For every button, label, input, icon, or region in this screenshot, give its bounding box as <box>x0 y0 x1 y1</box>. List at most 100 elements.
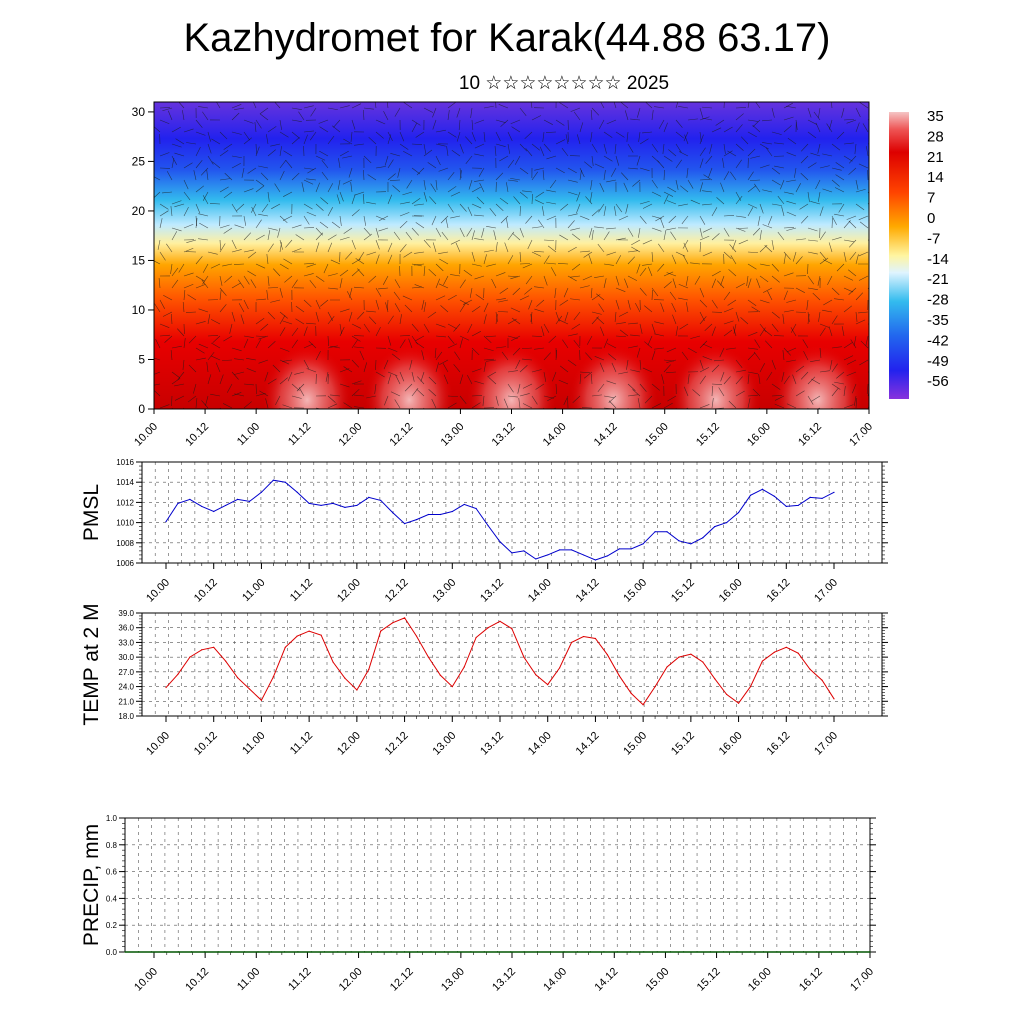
series-line <box>165 617 835 706</box>
wind-vector <box>639 200 650 205</box>
wind-vector <box>397 167 401 178</box>
wind-vector <box>759 275 769 283</box>
wind-vector <box>338 158 341 169</box>
wind-vector <box>327 287 338 290</box>
wind-vector <box>627 143 634 153</box>
wind-vector <box>291 327 299 337</box>
wind-vector <box>687 118 698 121</box>
wind-vector <box>624 278 629 289</box>
wind-vector <box>573 311 581 321</box>
wind-vector <box>681 215 689 225</box>
wind-vector <box>702 117 713 121</box>
wind-vector <box>339 278 343 289</box>
y-tick-label: 1016 <box>116 458 134 467</box>
colorbar-label: -28 <box>927 292 949 309</box>
wind-vector <box>663 281 672 289</box>
data-point <box>392 622 394 624</box>
wind-vector <box>735 124 743 133</box>
wind-vector <box>386 102 389 109</box>
wind-vector <box>447 323 457 330</box>
wind-vector <box>831 217 833 229</box>
wind-vector <box>363 155 372 164</box>
wind-vector <box>351 323 362 329</box>
wind-vector <box>291 172 300 181</box>
wind-vector <box>672 278 677 289</box>
wind-vector <box>599 182 605 193</box>
wind-vector <box>167 110 173 121</box>
wind-vector <box>471 368 482 373</box>
wind-vector <box>182 302 185 313</box>
wind-vector <box>780 179 785 190</box>
wind-vector <box>647 335 653 346</box>
wind-vector <box>354 191 365 196</box>
wind-vector <box>735 195 743 205</box>
wind-vector <box>866 146 869 157</box>
data-point <box>260 699 263 701</box>
wind-vector <box>195 131 206 136</box>
wind-vector <box>603 278 607 289</box>
wind-vector <box>171 395 173 407</box>
wind-vector <box>486 263 497 267</box>
wind-vector <box>858 163 869 169</box>
wind-vector <box>229 323 233 334</box>
wind-vector <box>807 227 818 232</box>
wind-vector <box>231 249 242 253</box>
wind-vector <box>195 146 201 157</box>
wind-vector <box>525 275 533 285</box>
wind-vector <box>159 210 169 217</box>
wind-vector <box>282 320 293 325</box>
data-point <box>499 541 501 543</box>
wind-vector <box>764 329 773 337</box>
data-point <box>225 660 227 662</box>
data-point <box>244 951 246 953</box>
wind-vector <box>630 334 641 337</box>
wind-vector <box>279 347 290 352</box>
wind-vector <box>231 311 236 322</box>
wind-vector <box>681 351 689 361</box>
wind-vector <box>810 359 821 363</box>
wind-vector <box>794 167 797 178</box>
wind-vector <box>571 233 581 241</box>
data-point <box>332 502 334 505</box>
wind-vector <box>579 170 582 181</box>
wind-vector <box>174 152 185 157</box>
data-point <box>356 689 358 691</box>
wind-vector <box>170 206 173 217</box>
wind-vector <box>627 275 637 281</box>
data-point <box>702 661 704 663</box>
wind-vector <box>453 323 461 332</box>
wind-vector <box>423 143 427 154</box>
wind-vector <box>435 263 444 272</box>
data-point <box>332 661 334 663</box>
wind-vector <box>591 294 601 301</box>
wind-vector <box>330 394 341 397</box>
wind-vector <box>231 347 242 352</box>
wind-vector <box>786 179 797 183</box>
y-tick-label: 1010 <box>116 519 134 528</box>
wind-vector <box>644 395 653 404</box>
wind-vector <box>795 365 805 373</box>
wind-vector <box>375 166 386 169</box>
wind-vector <box>193 170 197 181</box>
wind-vector <box>209 203 221 205</box>
wind-vector <box>303 179 314 185</box>
wind-vector <box>759 164 770 169</box>
wind-vector <box>251 206 257 217</box>
wind-vector <box>182 359 185 370</box>
wind-vector <box>255 298 266 301</box>
wind-vector <box>735 159 742 169</box>
wind-vector <box>327 403 338 409</box>
wind-vector <box>348 311 353 322</box>
wind-vector <box>651 289 653 301</box>
wind-vector <box>183 338 186 349</box>
wind-vector <box>320 299 329 307</box>
colorbar-label: -21 <box>927 271 949 288</box>
wind-vector <box>399 131 405 142</box>
wind-vector <box>807 119 818 125</box>
wind-vector <box>636 263 641 274</box>
data-point <box>696 951 698 953</box>
data-point <box>666 531 668 533</box>
wind-vector <box>354 394 365 397</box>
wind-vector <box>855 203 865 211</box>
